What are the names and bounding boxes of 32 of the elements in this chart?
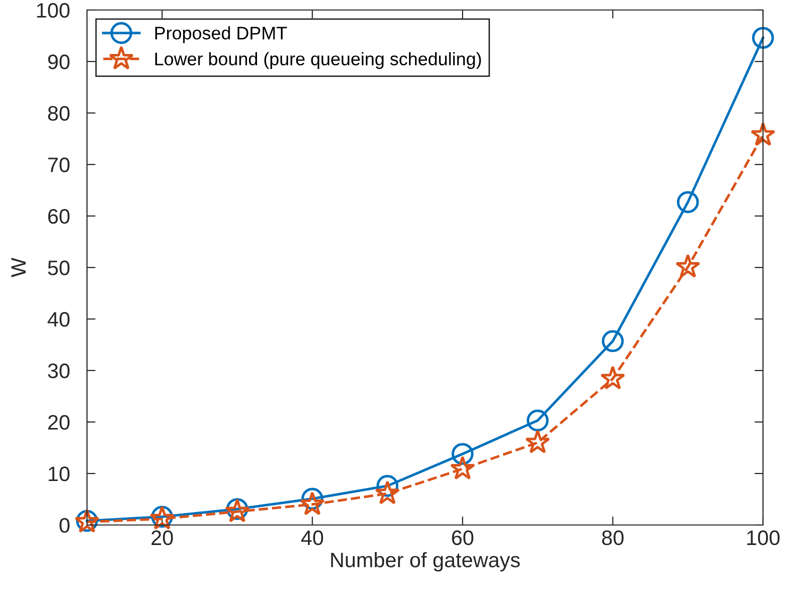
x-axis-title: Number of gateways bbox=[331, 552, 520, 572]
y-tick-label: 80 bbox=[48, 106, 70, 121]
y-tick-label: 60 bbox=[48, 209, 70, 224]
y-tick-label: 70 bbox=[48, 158, 70, 172]
y-tick-label: 100 bbox=[37, 3, 70, 18]
point bbox=[450, 456, 476, 480]
point bbox=[675, 254, 700, 278]
point bbox=[602, 330, 624, 352]
y-tick-label: 40 bbox=[48, 312, 70, 327]
y-tick-label: 30 bbox=[48, 364, 70, 378]
legend-label: Proposed DPMT bbox=[155, 26, 287, 44]
point bbox=[600, 366, 626, 390]
y-axis-title: W bbox=[11, 258, 26, 278]
y-tick-label: 0 bbox=[60, 518, 70, 533]
x-tick-label: 40 bbox=[301, 530, 324, 546]
x-tick-label: 20 bbox=[152, 530, 173, 546]
point bbox=[525, 430, 550, 454]
point bbox=[526, 409, 549, 432]
legend-label: Lower bound (pure queueing scheduling) bbox=[155, 52, 481, 69]
y-tick-label: 90 bbox=[48, 54, 70, 70]
point bbox=[752, 26, 774, 49]
point bbox=[750, 122, 776, 146]
y-tick-label: 10 bbox=[48, 466, 70, 482]
point bbox=[452, 442, 474, 465]
point bbox=[300, 491, 325, 516]
y-tick-label: 50 bbox=[48, 260, 70, 276]
point bbox=[374, 480, 400, 504]
x-tick-label: 60 bbox=[452, 530, 474, 546]
y-tick-label: 20 bbox=[48, 415, 70, 430]
x-tick-label: 80 bbox=[602, 530, 624, 546]
x-tick-label: 100 bbox=[747, 530, 780, 546]
point bbox=[676, 191, 699, 214]
